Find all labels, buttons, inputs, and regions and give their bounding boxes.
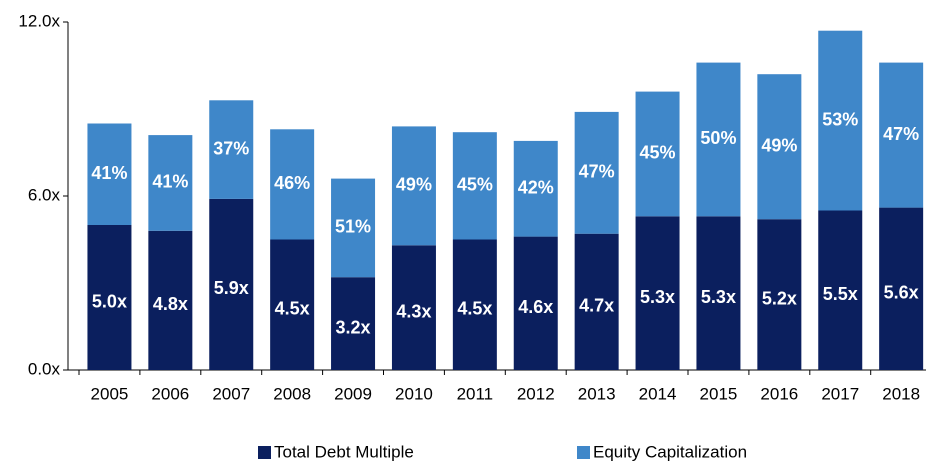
y-tick-label: 6.0x: [28, 185, 61, 204]
x-tick-label: 2015: [700, 384, 738, 403]
bar-segment: [87, 123, 132, 225]
bar-segment: [87, 225, 132, 370]
bar-segment: [148, 230, 193, 370]
data-label: 5.6x: [884, 283, 919, 303]
data-label: 5.2x: [762, 288, 797, 308]
bar-segment: [635, 91, 680, 217]
bar-segment: [452, 239, 497, 370]
bar-segment: [452, 132, 497, 240]
data-label: 4.8x: [153, 294, 188, 314]
legend-swatch: [258, 446, 271, 459]
data-label: 47%: [579, 162, 615, 182]
bar-segment: [879, 62, 924, 208]
data-label: 45%: [457, 175, 493, 195]
data-label: 49%: [761, 135, 797, 155]
bar-segment: [270, 239, 315, 370]
data-label: 50%: [700, 128, 736, 148]
x-tick-label: 2005: [91, 384, 129, 403]
data-label: 37%: [213, 138, 249, 158]
legend-label: Total Debt Multiple: [274, 442, 414, 461]
x-tick-label: 2012: [517, 384, 555, 403]
data-label: 4.6x: [518, 297, 553, 317]
x-tick-label: 2014: [639, 384, 677, 403]
data-label: 45%: [640, 143, 676, 163]
legend-swatch: [577, 446, 590, 459]
y-tick-label: 0.0x: [28, 359, 61, 378]
data-label: 53%: [822, 109, 858, 129]
bar-segment: [391, 245, 436, 370]
data-label: 4.3x: [396, 301, 431, 321]
data-label: 4.5x: [275, 299, 310, 319]
data-label: 5.3x: [701, 287, 736, 307]
bar-segment: [574, 233, 619, 370]
x-tick-label: 2016: [760, 384, 798, 403]
x-tick-label: 2018: [882, 384, 920, 403]
bar-segment: [331, 178, 376, 278]
data-label: 4.7x: [579, 296, 614, 316]
x-tick-label: 2011: [457, 384, 494, 403]
bar-segment: [818, 210, 863, 370]
x-tick-label: 2013: [578, 384, 616, 403]
bar-segment: [391, 126, 436, 246]
bar-segment: [209, 100, 254, 199]
data-label: 47%: [883, 124, 919, 144]
bar-segment: [148, 135, 193, 231]
bar-segment: [270, 129, 315, 240]
bar-segment: [513, 236, 558, 370]
bar-segment: [635, 216, 680, 370]
bar-segment: [513, 140, 558, 237]
bar-segment: [757, 74, 802, 220]
data-label: 5.5x: [823, 284, 858, 304]
data-label: 5.0x: [92, 291, 127, 311]
data-label: 46%: [274, 173, 310, 193]
x-tick-label: 2006: [151, 384, 189, 403]
bar-segment: [696, 216, 741, 370]
x-tick-label: 2010: [395, 384, 433, 403]
data-label: 42%: [518, 178, 554, 198]
bar-segment: [879, 207, 924, 370]
x-tick-label: 2009: [334, 384, 372, 403]
x-tick-label: 2017: [821, 384, 859, 403]
legend-label: Equity Capitalization: [593, 442, 747, 461]
data-label: 51%: [335, 217, 371, 237]
bar-segment: [209, 198, 254, 370]
x-tick-label: 2008: [273, 384, 311, 403]
y-tick-label: 12.0x: [18, 11, 60, 30]
data-label: 41%: [91, 163, 127, 183]
data-label: 49%: [396, 175, 432, 195]
data-label: 5.3x: [640, 287, 675, 307]
bar-segment: [818, 30, 863, 211]
bar-segment: [696, 62, 741, 217]
bar-segment: [331, 277, 376, 370]
bar-segment: [757, 219, 802, 370]
x-tick-label: 2007: [212, 384, 250, 403]
data-label: 41%: [152, 172, 188, 192]
data-label: 5.9x: [214, 278, 249, 298]
data-label: 4.5x: [457, 299, 492, 319]
data-label: 3.2x: [336, 317, 371, 337]
bar-segment: [574, 111, 619, 234]
